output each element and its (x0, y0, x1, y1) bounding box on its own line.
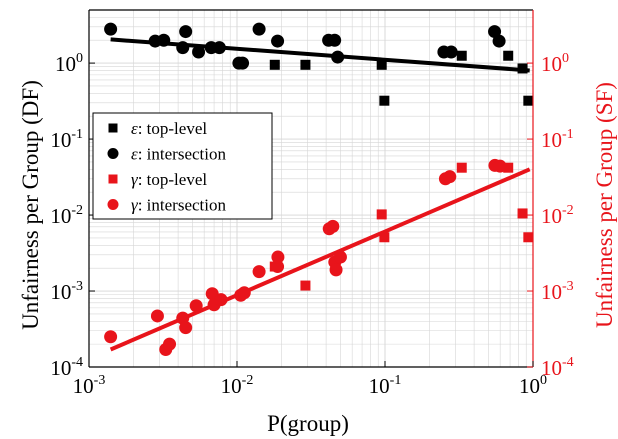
data-point (517, 63, 528, 74)
legend-label: ε: top-level (131, 119, 207, 138)
y-axis-title-left: Unfairness per Group (DF) (18, 80, 43, 330)
data-point (157, 33, 171, 47)
data-point (456, 162, 467, 173)
data-point (212, 41, 226, 55)
data-point (331, 50, 345, 64)
data-point (503, 162, 514, 173)
data-point (192, 45, 206, 59)
legend-label: γ: top-level (131, 170, 207, 189)
data-points (104, 22, 534, 356)
data-point (456, 50, 467, 61)
legend-marker (108, 123, 118, 133)
data-point (517, 208, 528, 219)
data-point (237, 286, 251, 300)
data-point (523, 232, 534, 243)
data-point (328, 33, 342, 47)
data-point (271, 250, 285, 264)
y-tick-label-left: 100 (55, 51, 83, 76)
y-tick-label-left: 10-1 (50, 127, 83, 152)
data-point (300, 280, 311, 291)
data-point (179, 25, 193, 39)
legend-marker (107, 148, 119, 159)
fit-line (110, 37, 530, 73)
legend-label: ε: intersection (131, 145, 226, 164)
x-tick-label: 100 (519, 373, 547, 398)
data-point (252, 22, 266, 36)
y-tick-label-right: 10-1 (541, 127, 574, 152)
data-point (214, 293, 228, 307)
data-point (269, 59, 280, 70)
y-tick-label-right: 10-2 (541, 203, 574, 228)
legend-marker (107, 199, 119, 210)
data-point (189, 299, 203, 313)
data-point (376, 209, 387, 220)
data-point (379, 95, 390, 106)
y-tick-label-left: 10-2 (50, 203, 83, 228)
legend: ε: top-level ε: intersection γ: top-level γ… (92, 112, 273, 220)
legend-marker (108, 174, 118, 184)
data-point (271, 34, 285, 48)
data-point (252, 265, 266, 279)
data-point (326, 219, 340, 233)
legend-label: γ: intersection (131, 196, 226, 215)
x-tick-label: 10-1 (369, 373, 402, 398)
legend-box (92, 112, 273, 220)
data-point (329, 263, 343, 277)
data-point (493, 159, 507, 173)
axes-frame (88, 9, 534, 368)
data-point (150, 309, 164, 323)
data-point (444, 45, 458, 59)
data-point (300, 59, 311, 70)
x-tick-label: 10-2 (221, 373, 254, 398)
data-point (333, 250, 347, 264)
data-point (163, 337, 177, 351)
y-tick-label-left: 10-4 (50, 355, 83, 380)
data-point (104, 330, 118, 344)
data-point (376, 59, 387, 70)
data-point (443, 170, 457, 184)
data-point (104, 22, 118, 36)
data-point (271, 260, 285, 274)
data-point (379, 232, 390, 243)
y-tick-label-right: 10-4 (541, 355, 574, 380)
x-tick-label: 10-3 (73, 373, 106, 398)
tick-labels: 10-3 10-2 10-1 10010-410-310-210-110010-410… (50, 51, 573, 398)
y-axis-title-right: Unfairness per Group (SF) (592, 82, 617, 328)
x-axis-title: P(group) (267, 411, 349, 436)
y-tick-label-left: 10-3 (50, 279, 83, 304)
data-point (236, 56, 250, 70)
data-point (492, 34, 506, 48)
data-point (503, 50, 514, 61)
y-tick-label-right: 10-3 (541, 279, 574, 304)
data-point (176, 41, 190, 55)
data-point (179, 321, 193, 335)
data-point (523, 95, 534, 106)
y-tick-label-right: 100 (541, 51, 569, 76)
